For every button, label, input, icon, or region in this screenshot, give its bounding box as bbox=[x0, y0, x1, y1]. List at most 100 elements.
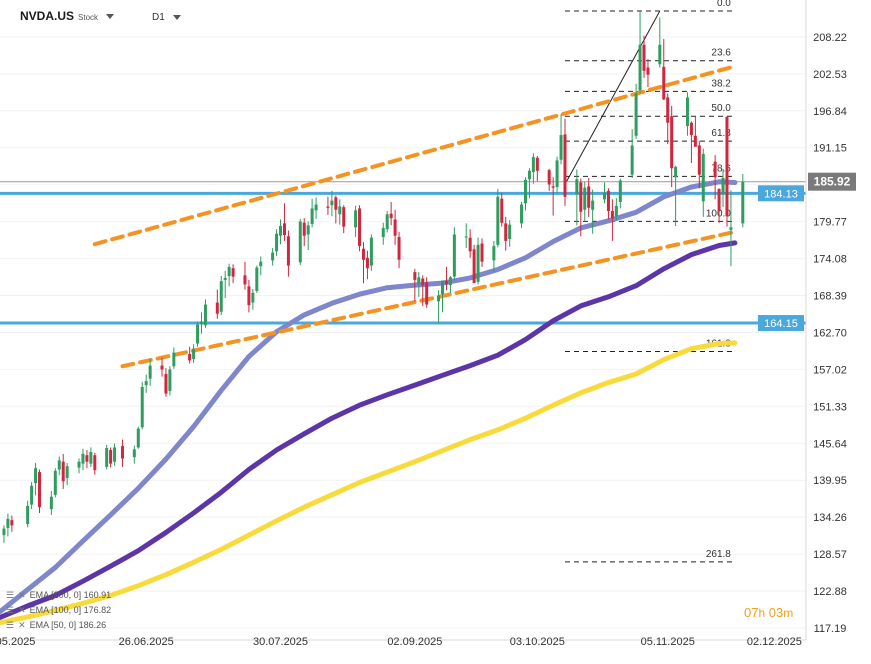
candle-body bbox=[326, 206, 330, 208]
timeframe-selector[interactable]: D1 bbox=[152, 12, 181, 23]
menu-icon[interactable]: ☰ bbox=[6, 605, 15, 615]
candle bbox=[365, 250, 369, 280]
candle bbox=[26, 500, 30, 528]
candle bbox=[164, 368, 168, 397]
candle-body bbox=[172, 352, 176, 367]
candle-body bbox=[275, 233, 279, 252]
candle-body bbox=[606, 190, 610, 212]
candle bbox=[563, 118, 567, 206]
candle-body bbox=[520, 204, 524, 224]
candle bbox=[286, 230, 290, 277]
candle bbox=[713, 155, 717, 200]
candle bbox=[144, 374, 148, 393]
x-tick-label: 22.05.2025 bbox=[0, 636, 35, 648]
candle-body bbox=[662, 66, 666, 100]
candle bbox=[136, 426, 140, 449]
candle bbox=[642, 35, 646, 78]
legend-label: EMA [200, 0] 160.91 bbox=[29, 590, 112, 600]
candle-body bbox=[389, 213, 393, 219]
candle-body bbox=[729, 227, 733, 230]
candle bbox=[227, 263, 231, 287]
candle bbox=[188, 346, 192, 364]
candle bbox=[196, 321, 200, 347]
candle-body bbox=[65, 466, 69, 478]
candle bbox=[492, 240, 496, 273]
candle-body bbox=[334, 197, 338, 210]
menu-icon[interactable]: ☰ bbox=[6, 590, 15, 600]
candle bbox=[168, 366, 172, 396]
candle-body bbox=[26, 505, 30, 525]
candle-body bbox=[448, 277, 452, 286]
close-icon[interactable]: ✕ bbox=[18, 590, 26, 600]
candle bbox=[306, 221, 310, 251]
y-tick-label: 151.33 bbox=[813, 401, 847, 413]
candle-body bbox=[476, 244, 480, 282]
candle bbox=[634, 83, 638, 139]
candle bbox=[53, 468, 57, 498]
candle bbox=[606, 188, 610, 220]
x-tick-label: 26.06.2025 bbox=[119, 636, 174, 648]
legend-item-ema200[interactable]: ☰ ✕ EMA [200, 0] 160.91 bbox=[6, 590, 111, 601]
y-tick-label: 174.08 bbox=[813, 254, 847, 266]
candle-body bbox=[583, 187, 587, 210]
current-price-label: 185.92 bbox=[814, 175, 851, 189]
close-icon[interactable]: ✕ bbox=[18, 605, 26, 615]
candle-body bbox=[93, 455, 97, 471]
candle-body bbox=[693, 135, 697, 147]
candle-body bbox=[361, 248, 365, 260]
candle-body bbox=[81, 453, 85, 464]
close-icon[interactable]: ✕ bbox=[18, 620, 26, 630]
candle-body bbox=[468, 237, 472, 252]
candle bbox=[334, 195, 338, 224]
candle-body bbox=[472, 249, 476, 284]
horizontal-level-tag bbox=[758, 185, 804, 202]
legend-item-ema100[interactable]: ☰ ✕ EMA [100, 0] 176.82 bbox=[6, 605, 111, 616]
chevron-down-icon[interactable] bbox=[172, 14, 181, 20]
candle bbox=[326, 196, 330, 215]
fib-level-label: 50.0 bbox=[711, 103, 731, 114]
candle-body bbox=[441, 280, 445, 295]
candle-body bbox=[89, 451, 93, 464]
candle bbox=[140, 381, 144, 430]
candle bbox=[30, 481, 34, 510]
candle-body bbox=[85, 455, 89, 462]
candle-body bbox=[603, 192, 606, 200]
candle-body bbox=[563, 134, 567, 197]
candle bbox=[551, 177, 555, 216]
x-tick-label: 30.07.2025 bbox=[253, 636, 308, 648]
symbol-selector[interactable]: NVDA.US Stock bbox=[20, 9, 115, 23]
candle bbox=[219, 275, 223, 315]
candle bbox=[531, 153, 535, 184]
candle-body bbox=[255, 267, 259, 291]
candle bbox=[614, 198, 618, 221]
trend-lines bbox=[92, 64, 737, 369]
candle-body bbox=[365, 257, 369, 269]
candle bbox=[223, 270, 227, 299]
candle-body bbox=[610, 211, 614, 219]
candle bbox=[361, 242, 365, 284]
ema-line-ema100 bbox=[0, 240, 738, 620]
candle bbox=[587, 177, 591, 217]
candle bbox=[148, 358, 152, 386]
y-tick-label: 117.19 bbox=[814, 623, 847, 635]
candle-body bbox=[618, 180, 622, 202]
candle bbox=[591, 189, 595, 234]
candle-body bbox=[531, 157, 535, 173]
candle bbox=[279, 219, 283, 245]
candle-body bbox=[160, 365, 164, 370]
y-tick-label: 202.53 bbox=[813, 69, 847, 81]
ema-line-ema200 bbox=[0, 340, 738, 626]
candle bbox=[697, 140, 701, 189]
x-tick-label: 05.11.2025 bbox=[641, 636, 695, 648]
chevron-down-icon[interactable] bbox=[106, 14, 115, 20]
y-tick-label: 139.95 bbox=[813, 475, 847, 487]
horizontal-levels bbox=[0, 181, 806, 325]
menu-icon[interactable]: ☰ bbox=[6, 620, 15, 630]
candle-body bbox=[200, 321, 203, 325]
candle-body bbox=[725, 116, 729, 217]
candle bbox=[203, 299, 207, 328]
legend-item-ema50[interactable]: ☰ ✕ EMA [50, 0] 186.26 bbox=[6, 620, 106, 631]
candle bbox=[397, 231, 401, 269]
candle bbox=[701, 148, 705, 217]
